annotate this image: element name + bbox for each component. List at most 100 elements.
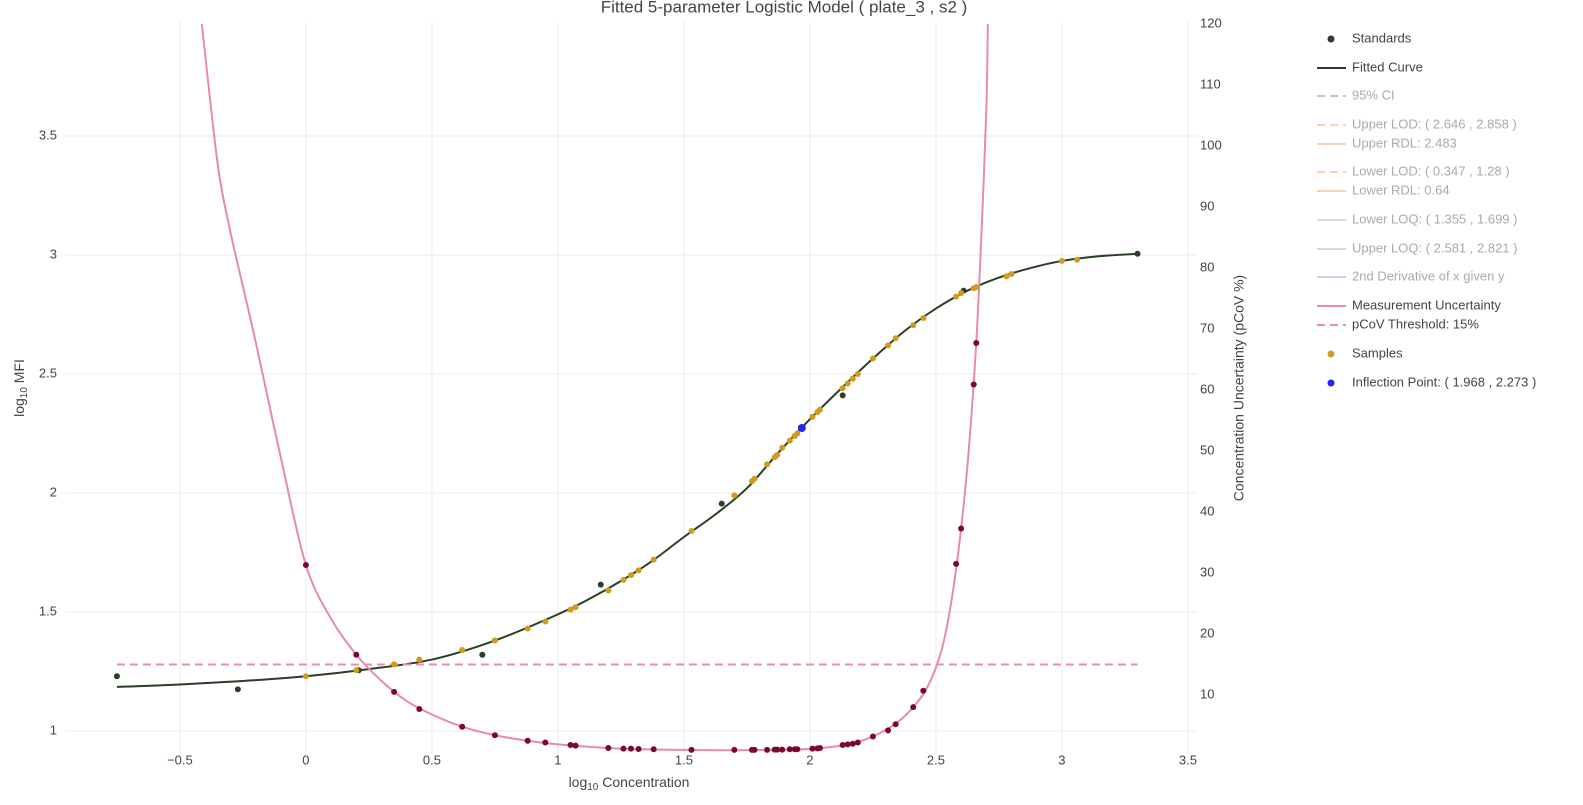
series-point <box>973 340 980 347</box>
series-point <box>572 604 579 611</box>
x-tick-label: 0 <box>302 752 309 767</box>
series-point <box>620 745 627 752</box>
series-point <box>524 737 531 744</box>
legend-label: Lower LOD: ( 0.347 , 1.28 ) <box>1352 163 1510 178</box>
series-point <box>688 746 695 753</box>
series-point <box>794 746 801 753</box>
series-point <box>786 437 793 444</box>
series-point <box>620 576 627 583</box>
series-point <box>797 424 806 433</box>
series-point <box>764 461 771 468</box>
series-point <box>920 315 927 322</box>
series-point <box>892 721 899 728</box>
y-axis-title: log10 MFI <box>11 359 30 417</box>
legend-label: 95% CI <box>1352 87 1395 102</box>
series-point <box>953 293 960 300</box>
series-point <box>635 567 642 574</box>
chart-title: Fitted 5-parameter Logistic Model ( plat… <box>601 0 968 16</box>
legend-label: Fitted Curve <box>1352 59 1423 74</box>
y-title-subscript: 10 <box>19 387 30 399</box>
series-point <box>854 739 861 746</box>
series-point <box>635 745 642 752</box>
y2-tick-label: 90 <box>1200 198 1214 213</box>
y-tick-label: 2 <box>50 484 57 499</box>
x-tick-label: 0.5 <box>423 752 441 767</box>
series-point <box>854 370 861 377</box>
y-tick-label: 1.5 <box>39 603 57 618</box>
y-tick-label: 3.5 <box>39 127 57 142</box>
legend-symbol <box>1327 379 1335 387</box>
x-tick-label: 2 <box>806 752 813 767</box>
series-point <box>786 746 793 753</box>
series-point <box>650 746 657 753</box>
series-point <box>844 741 851 748</box>
x-title-subscript: 10 <box>587 782 599 793</box>
series-point <box>1003 273 1010 280</box>
y-tick-label: 1 <box>50 722 57 737</box>
series-point <box>542 739 549 746</box>
series-point <box>973 284 980 291</box>
series-point <box>1074 256 1081 263</box>
series-point <box>809 745 816 752</box>
x-title-part: log <box>569 774 588 790</box>
legend-label: 2nd Derivative of x given y <box>1352 268 1505 283</box>
legend-label: Upper LOQ: ( 2.581 , 2.821 ) <box>1352 240 1517 255</box>
y-title-part: MFI <box>11 359 27 387</box>
series-point <box>605 745 612 752</box>
series-point <box>628 745 634 752</box>
legend-label: Standards <box>1352 30 1412 45</box>
y2-tick-label: 120 <box>1200 15 1222 30</box>
series-point <box>849 740 856 747</box>
series-point <box>774 451 781 458</box>
y2-tick-label: 10 <box>1200 686 1214 701</box>
series-point <box>839 385 846 392</box>
series-point <box>1134 250 1141 257</box>
y2-axis-title: Concentration Uncertainty (pCoV %) <box>1231 275 1247 501</box>
y2-tick-label: 110 <box>1200 76 1221 91</box>
series-point <box>628 572 634 579</box>
series-point <box>302 562 309 569</box>
series-point <box>731 492 738 499</box>
series-point <box>459 723 466 730</box>
series-point <box>970 381 977 388</box>
legend-label: Lower RDL: 0.64 <box>1352 182 1450 197</box>
series-point <box>920 687 927 694</box>
series-point <box>958 525 965 532</box>
series-point <box>718 500 725 507</box>
series-point <box>491 637 498 644</box>
series-point <box>839 392 846 399</box>
x-tick-label: 3 <box>1058 752 1065 767</box>
x-tick-label: 2.5 <box>927 752 945 767</box>
x-axis-title: log10 Concentration <box>569 774 690 793</box>
series-point <box>688 528 695 535</box>
series-line <box>200 23 989 752</box>
series-point <box>817 406 824 413</box>
series-point <box>524 625 531 632</box>
series-point <box>869 355 876 362</box>
y2-tick-label: 50 <box>1200 442 1214 457</box>
legend-symbol <box>1327 35 1335 43</box>
series-point <box>416 656 423 663</box>
series-point <box>567 606 574 613</box>
y2-tick-label: 30 <box>1200 564 1214 579</box>
series-point <box>794 430 801 437</box>
x-tick-label: 1.5 <box>675 752 693 767</box>
y-tick-label: 3 <box>50 246 57 261</box>
series-point <box>839 741 846 748</box>
series-point <box>542 618 549 625</box>
series-point <box>817 745 824 752</box>
legend-label: pCoV Threshold: 15% <box>1352 316 1479 331</box>
series-point <box>353 667 360 674</box>
series-point <box>234 686 241 693</box>
series-point <box>113 673 120 680</box>
series-point <box>892 335 899 342</box>
series-point <box>459 647 466 654</box>
y-title-part: log <box>11 398 27 417</box>
series-point <box>353 651 360 658</box>
series-point <box>572 742 579 749</box>
series-point <box>1058 257 1065 264</box>
legend-symbol <box>1327 350 1335 358</box>
legend-label: Measurement Uncertainty <box>1352 297 1501 312</box>
legend-label: Inflection Point: ( 1.968 , 2.273 ) <box>1352 374 1536 389</box>
